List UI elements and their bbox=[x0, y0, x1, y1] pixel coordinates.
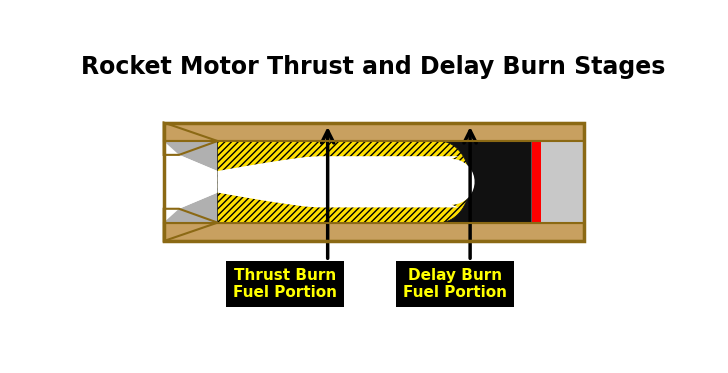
Bar bbox=[218, 141, 584, 223]
Bar bbox=[164, 223, 584, 241]
Polygon shape bbox=[164, 141, 218, 171]
Bar bbox=[164, 122, 584, 141]
Polygon shape bbox=[164, 155, 218, 209]
Bar bbox=[541, 141, 584, 223]
Bar bbox=[164, 122, 584, 241]
Bar bbox=[531, 141, 541, 223]
Text: Delay Burn
Fuel Portion: Delay Burn Fuel Portion bbox=[403, 268, 507, 301]
Polygon shape bbox=[439, 141, 531, 223]
Polygon shape bbox=[218, 156, 475, 207]
Polygon shape bbox=[218, 141, 470, 223]
Polygon shape bbox=[164, 192, 218, 223]
Bar bbox=[164, 122, 584, 141]
Text: Thrust Burn
Fuel Portion: Thrust Burn Fuel Portion bbox=[233, 268, 337, 301]
Bar bbox=[164, 223, 584, 241]
Text: Rocket Motor Thrust and Delay Burn Stages: Rocket Motor Thrust and Delay Burn Stage… bbox=[81, 55, 665, 79]
